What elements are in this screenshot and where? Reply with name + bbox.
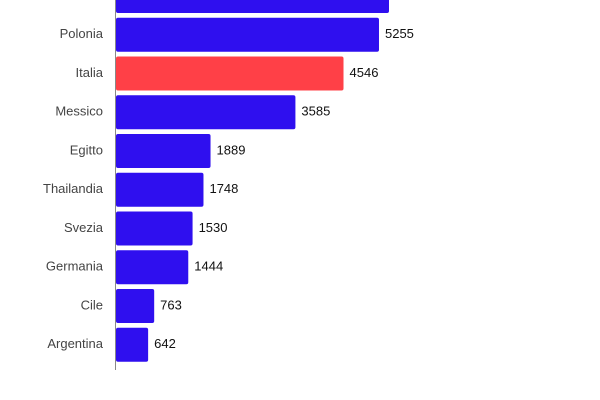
value-label: 3585 <box>301 104 330 119</box>
category-label: Italia <box>76 65 104 80</box>
category-label: Polonia <box>60 26 104 41</box>
bar <box>116 56 344 91</box>
value-label: 642 <box>154 336 176 351</box>
value-label: 1889 <box>217 142 246 157</box>
value-label: 1748 <box>209 181 238 196</box>
value-label: 763 <box>160 297 182 312</box>
value-label: 1444 <box>194 259 223 274</box>
category-label: Egitto <box>70 142 103 157</box>
category-label: Thailandia <box>43 181 104 196</box>
value-label: 5255 <box>385 26 414 41</box>
bar <box>116 17 379 52</box>
bar <box>116 172 204 207</box>
bar <box>116 0 389 13</box>
bar <box>116 250 189 285</box>
category-label: Svezia <box>64 220 104 235</box>
category-label: Usa <box>80 0 104 2</box>
value-label: 5455 <box>395 0 424 2</box>
category-label: Cile <box>81 297 103 312</box>
value-label: 4546 <box>350 65 379 80</box>
bar <box>116 211 193 246</box>
value-label: 1530 <box>199 220 228 235</box>
category-label: Messico <box>55 104 103 119</box>
bar <box>116 134 211 168</box>
bar <box>116 95 296 130</box>
bar <box>116 327 149 362</box>
bar <box>116 289 155 323</box>
category-label: Argentina <box>47 336 103 351</box>
category-label: Germania <box>46 259 104 274</box>
